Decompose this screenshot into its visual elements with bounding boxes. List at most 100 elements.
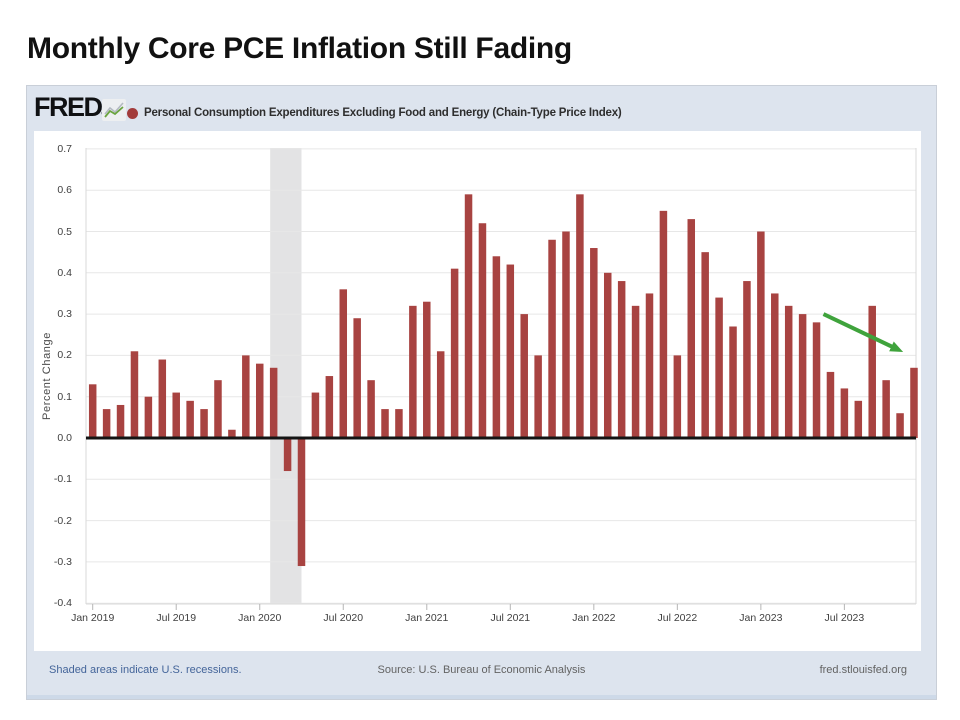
bar — [172, 392, 180, 438]
bar — [353, 318, 361, 438]
bar — [325, 376, 334, 438]
bar — [576, 194, 584, 438]
bar — [896, 413, 904, 438]
y-tick-label: 0.4 — [57, 266, 72, 279]
bar — [548, 239, 556, 438]
bar — [826, 371, 835, 438]
bar — [144, 396, 153, 438]
bar — [659, 210, 668, 438]
bar — [464, 194, 473, 438]
sparkline-chart-icon — [102, 99, 126, 121]
bar — [395, 409, 403, 438]
x-tick-label: Jan 2020 — [238, 612, 282, 624]
bar — [757, 231, 765, 438]
bar — [812, 322, 821, 438]
bar — [590, 248, 598, 438]
bar — [715, 297, 723, 438]
bar — [255, 363, 264, 438]
x-tick-label: Jul 2020 — [323, 612, 364, 624]
bar — [409, 305, 417, 438]
page-title: Monthly Core PCE Inflation Still Fading — [27, 32, 572, 65]
recession-note-link[interactable]: Shaded areas indicate U.S. recessions. — [49, 664, 242, 676]
y-tick-label: 0.1 — [57, 390, 72, 403]
bar — [798, 314, 807, 438]
trend-arrow-annotation — [822, 312, 904, 352]
gridlines — [86, 148, 916, 604]
bar — [534, 355, 542, 438]
bar — [840, 388, 849, 438]
x-tick-label: Jul 2021 — [490, 612, 531, 624]
bar — [214, 380, 222, 438]
x-tick-label: Jan 2022 — [572, 612, 616, 624]
fred-logo-text: FRED — [34, 92, 103, 122]
bar — [562, 231, 570, 438]
bar — [492, 256, 501, 438]
bar — [478, 223, 487, 438]
x-tick-label: Jul 2019 — [156, 612, 197, 624]
y-tick-label: -0.1 — [53, 473, 72, 486]
bar — [729, 326, 737, 438]
bar — [520, 314, 528, 438]
bar — [158, 359, 167, 438]
y-tick-label: 0.6 — [57, 184, 72, 197]
bar — [868, 305, 876, 438]
source-note: Source: U.S. Bureau of Economic Analysis — [377, 664, 586, 676]
bar — [242, 355, 250, 438]
bar — [910, 367, 918, 438]
bar — [339, 289, 348, 438]
fred-chart-card: FRED® Personal Consumption Expenditures … — [26, 85, 937, 700]
bar — [130, 351, 139, 438]
bar — [367, 380, 375, 438]
bar — [269, 367, 278, 438]
bar — [743, 281, 751, 438]
y-tick-label: 0.5 — [57, 225, 72, 238]
y-tick-label: 0.2 — [57, 349, 72, 362]
bar — [311, 392, 320, 438]
x-tick-label: Jul 2023 — [824, 612, 865, 624]
y-tick-label: -0.4 — [53, 597, 72, 610]
bar — [882, 380, 890, 438]
bar — [854, 400, 863, 438]
bar — [617, 281, 626, 438]
bar — [687, 219, 696, 438]
y-axis-title: Percent Change — [41, 332, 53, 420]
x-tick-label: Jan 2023 — [739, 612, 783, 624]
bar — [631, 305, 640, 438]
bars — [88, 194, 918, 567]
bar — [186, 400, 194, 438]
series-legend-dot-icon — [127, 108, 138, 119]
y-tick-label: 0.0 — [57, 432, 72, 444]
bar — [423, 301, 431, 438]
fred-logo: FRED® — [34, 92, 107, 123]
bar — [381, 409, 389, 438]
bar — [116, 404, 125, 438]
card-bottom-strip — [27, 695, 936, 699]
series-title: Personal Consumption Expenditures Exclud… — [144, 107, 622, 119]
bar — [200, 409, 208, 438]
y-tick-label: 0.3 — [57, 308, 72, 321]
y-tick-label: 0.7 — [57, 142, 72, 155]
x-tick-label: Jan 2019 — [71, 612, 115, 624]
bar-chart-plot — [85, 148, 918, 610]
bar — [784, 305, 793, 438]
bar — [603, 272, 612, 438]
bar — [701, 252, 709, 438]
x-tick-label: Jul 2022 — [657, 612, 698, 624]
bar — [673, 355, 682, 438]
bar — [436, 351, 445, 438]
bar — [450, 268, 459, 438]
bar — [88, 384, 97, 438]
y-tick-label: -0.2 — [53, 514, 72, 527]
fred-url-link[interactable]: fred.stlouisfed.org — [819, 664, 907, 676]
bar — [645, 293, 654, 438]
bar — [506, 264, 515, 438]
bar — [283, 438, 292, 472]
bar — [297, 438, 306, 567]
bar — [102, 409, 111, 438]
chart-body: Percent Change Jan 2019 Jul 2019 Jan 2020 J… — [34, 131, 921, 651]
y-tick-label: -0.3 — [53, 555, 72, 568]
bar — [771, 293, 779, 438]
bar — [228, 429, 236, 438]
x-tick-label: Jan 2021 — [405, 612, 449, 624]
